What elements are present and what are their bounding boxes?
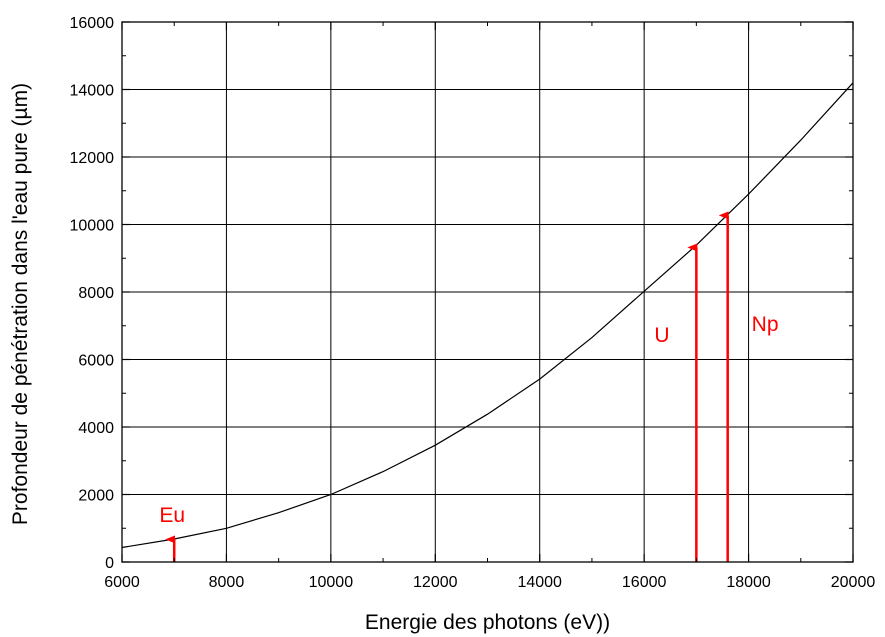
annotation-label: U — [654, 324, 669, 347]
tick-labels: 6000 8000 10000 12000 14000 16000 18000 20000 0 2… — [70, 15, 876, 591]
x-tick-label: 14000 — [517, 574, 562, 591]
x-tick-label: 10000 — [309, 574, 354, 591]
annotation-label: Eu — [159, 504, 185, 527]
y-tick-label: 14000 — [70, 83, 115, 100]
y-tick-label: 16000 — [70, 15, 115, 32]
x-axis-title: Energie des photons (eV)) — [365, 611, 610, 634]
x-tick-label: 16000 — [622, 574, 667, 591]
y-tick-label: 4000 — [78, 420, 114, 437]
y-tick-label: 6000 — [78, 353, 114, 370]
x-tick-label: 12000 — [413, 574, 458, 591]
y-tick-label: 10000 — [70, 218, 115, 235]
y-tick-label: 8000 — [78, 285, 114, 302]
grid-lines — [122, 22, 853, 562]
x-tick-label: 18000 — [726, 574, 771, 591]
tick-marks — [121, 21, 854, 563]
y-axis-title: Profondeur de pénétration dans l'eau pur… — [9, 83, 32, 525]
x-tick-label: 8000 — [209, 574, 245, 591]
annotation-label: Np — [752, 313, 779, 336]
series-line — [121, 82, 854, 549]
y-tick-label: 0 — [105, 555, 114, 572]
annotation-layer: Eu U Np — [159, 211, 779, 562]
x-tick-label: 20000 — [831, 574, 876, 591]
y-tick-label: 2000 — [78, 488, 114, 505]
x-tick-label: 6000 — [104, 574, 140, 591]
series-layer — [121, 82, 854, 549]
y-tick-label: 12000 — [70, 150, 115, 167]
